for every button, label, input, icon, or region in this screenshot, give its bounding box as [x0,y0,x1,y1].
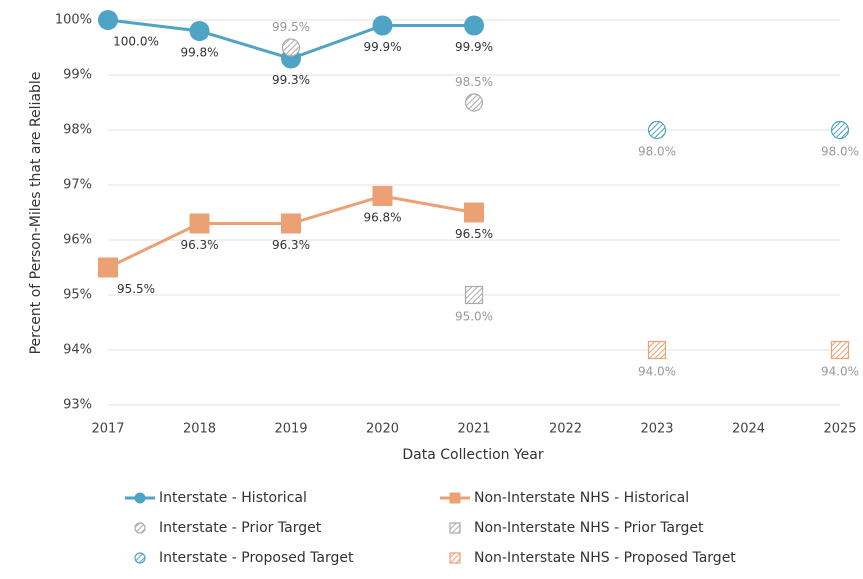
y-tick-label: 97% [63,178,92,193]
x-tick-label: 2023 [640,422,673,437]
marker [98,10,118,30]
x-tick-label: 2025 [823,422,856,437]
marker [830,120,850,140]
data-label: 99.5% [272,20,310,34]
legend-label: Interstate - Historical [159,490,307,506]
y-tick-label: 93% [63,398,92,413]
data-label: 99.3% [272,73,310,87]
marker [647,120,667,140]
data-label: 98.5% [455,75,493,89]
data-label: 95.0% [455,310,493,324]
x-tick-label: 2017 [91,422,124,437]
y-tick-label: 96% [63,233,92,248]
marker [449,522,461,534]
x-tick-label: 2024 [732,422,765,437]
marker [189,21,210,41]
legend-label: Interstate - Proposed Target [159,550,354,566]
legend-label: Non-Interstate NHS - Proposed Target [474,550,736,566]
legend-label: Non-Interstate NHS - Historical [474,490,689,506]
data-label: 95.5% [117,282,155,296]
marker [830,340,850,360]
marker [372,15,393,36]
data-label: 96.3% [180,238,218,252]
y-tick-label: 99% [63,68,92,83]
data-label: 98.0% [821,145,859,159]
x-axis-title: Data Collection Year [402,447,543,463]
x-tick-label: 2019 [274,422,307,437]
marker [134,492,146,504]
legend-label: Non-Interstate NHS - Prior Target [474,520,704,536]
data-label: 96.5% [455,227,493,241]
marker [449,492,461,504]
x-tick-label: 2020 [366,422,399,437]
data-label: 98.0% [638,145,676,159]
x-tick-label: 2021 [457,422,490,437]
data-label: 96.8% [363,211,401,225]
marker [647,340,667,360]
marker [134,522,146,534]
marker [281,213,301,234]
y-tick-label: 98% [63,123,92,138]
y-tick-label: 100% [55,13,92,28]
y-axis-title: Percent of Person-Miles that are Reliabl… [28,72,44,355]
marker [372,186,393,206]
marker [464,285,484,305]
x-tick-label: 2022 [549,422,582,437]
y-tick-label: 95% [63,288,92,303]
y-tick-label: 94% [63,343,92,358]
marker [189,213,210,234]
data-label: 94.0% [821,365,859,379]
data-label: 99.8% [180,46,218,60]
marker [134,552,146,564]
marker [464,202,484,223]
marker [281,38,301,57]
x-tick-label: 2018 [183,422,216,437]
marker [464,93,484,112]
marker [464,15,484,36]
data-label: 99.9% [455,40,493,54]
marker [449,552,461,564]
legend-label: Interstate - Prior Target [159,520,322,536]
data-label: 99.9% [363,40,401,54]
data-label: 96.3% [272,238,310,252]
data-label: 100.0% [113,35,159,49]
data-label: 94.0% [638,365,676,379]
marker [98,257,118,278]
